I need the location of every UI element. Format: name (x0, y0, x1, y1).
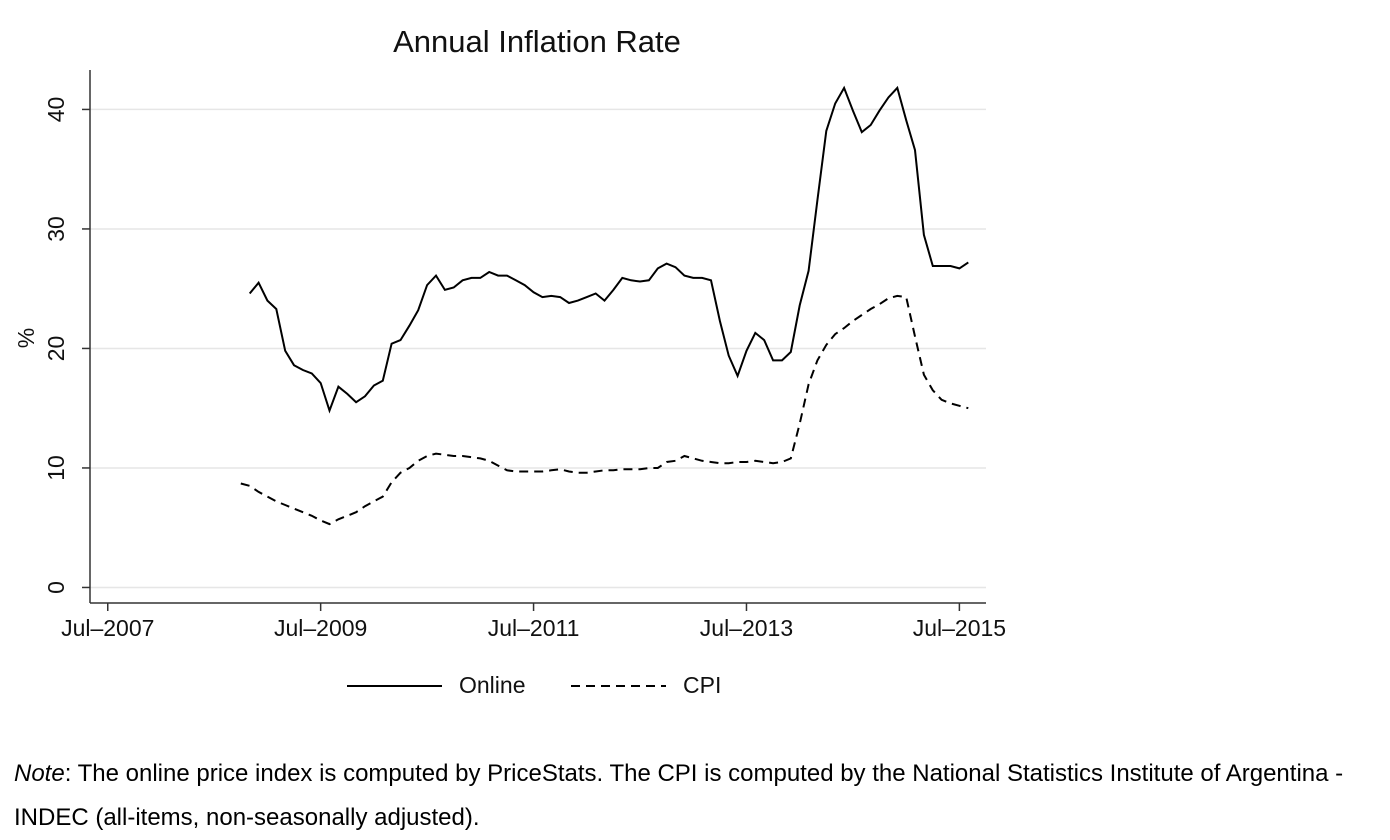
chart: Annual Inflation Rate % 0 10 20 30 40 Jul–200… (13, 24, 1006, 698)
note-text: : The online price index is computed by … (14, 760, 1344, 831)
x-tick-label: Jul–2011 (488, 615, 580, 641)
y-tick-label: 0 (43, 581, 69, 594)
chart-title: Annual Inflation Rate (393, 24, 681, 59)
y-tick-label: 10 (43, 455, 69, 481)
y-axis-label: % (13, 328, 39, 348)
data-line (248, 85, 969, 414)
legend-label: CPI (683, 672, 721, 698)
x-tick-label: Jul–2013 (700, 615, 793, 641)
y-tick-label: 40 (43, 97, 69, 123)
note-label: Note (14, 760, 65, 787)
data-line (240, 294, 969, 526)
note: Note: The online price index is computed… (14, 752, 1374, 840)
legend-label: Online (459, 672, 525, 698)
y-tick-label: 30 (43, 216, 69, 242)
plot-area (90, 70, 986, 603)
y-tick-label: 20 (43, 336, 69, 362)
x-tick-label: Jul–2007 (61, 615, 154, 641)
x-tick-label: Jul–2009 (274, 615, 367, 641)
x-tick-label: Jul–2015 (913, 615, 1006, 641)
